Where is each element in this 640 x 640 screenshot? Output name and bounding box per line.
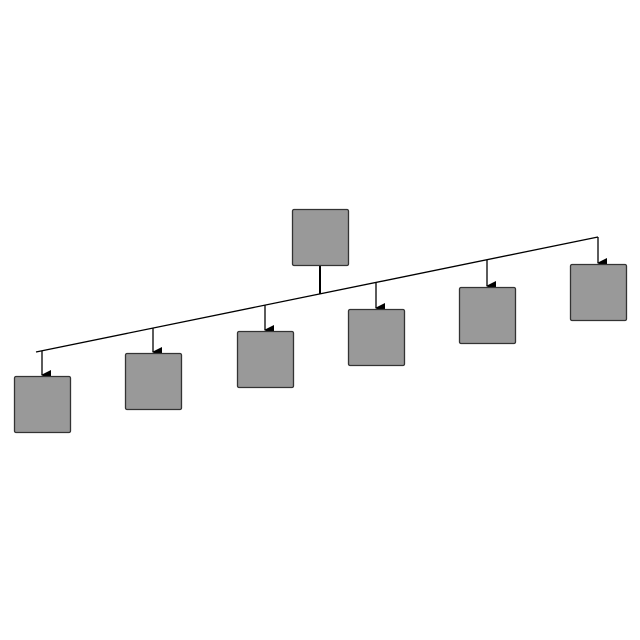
child-4-node (347, 308, 406, 367)
child-6-node (569, 263, 628, 322)
child-5-node (458, 286, 517, 345)
child-3-node (236, 330, 295, 389)
child-1-node (13, 375, 72, 434)
nodes (13, 208, 628, 434)
bus-line (35, 236, 599, 353)
edges (35, 236, 607, 380)
root-node (291, 208, 350, 267)
child-2-node (124, 352, 183, 411)
